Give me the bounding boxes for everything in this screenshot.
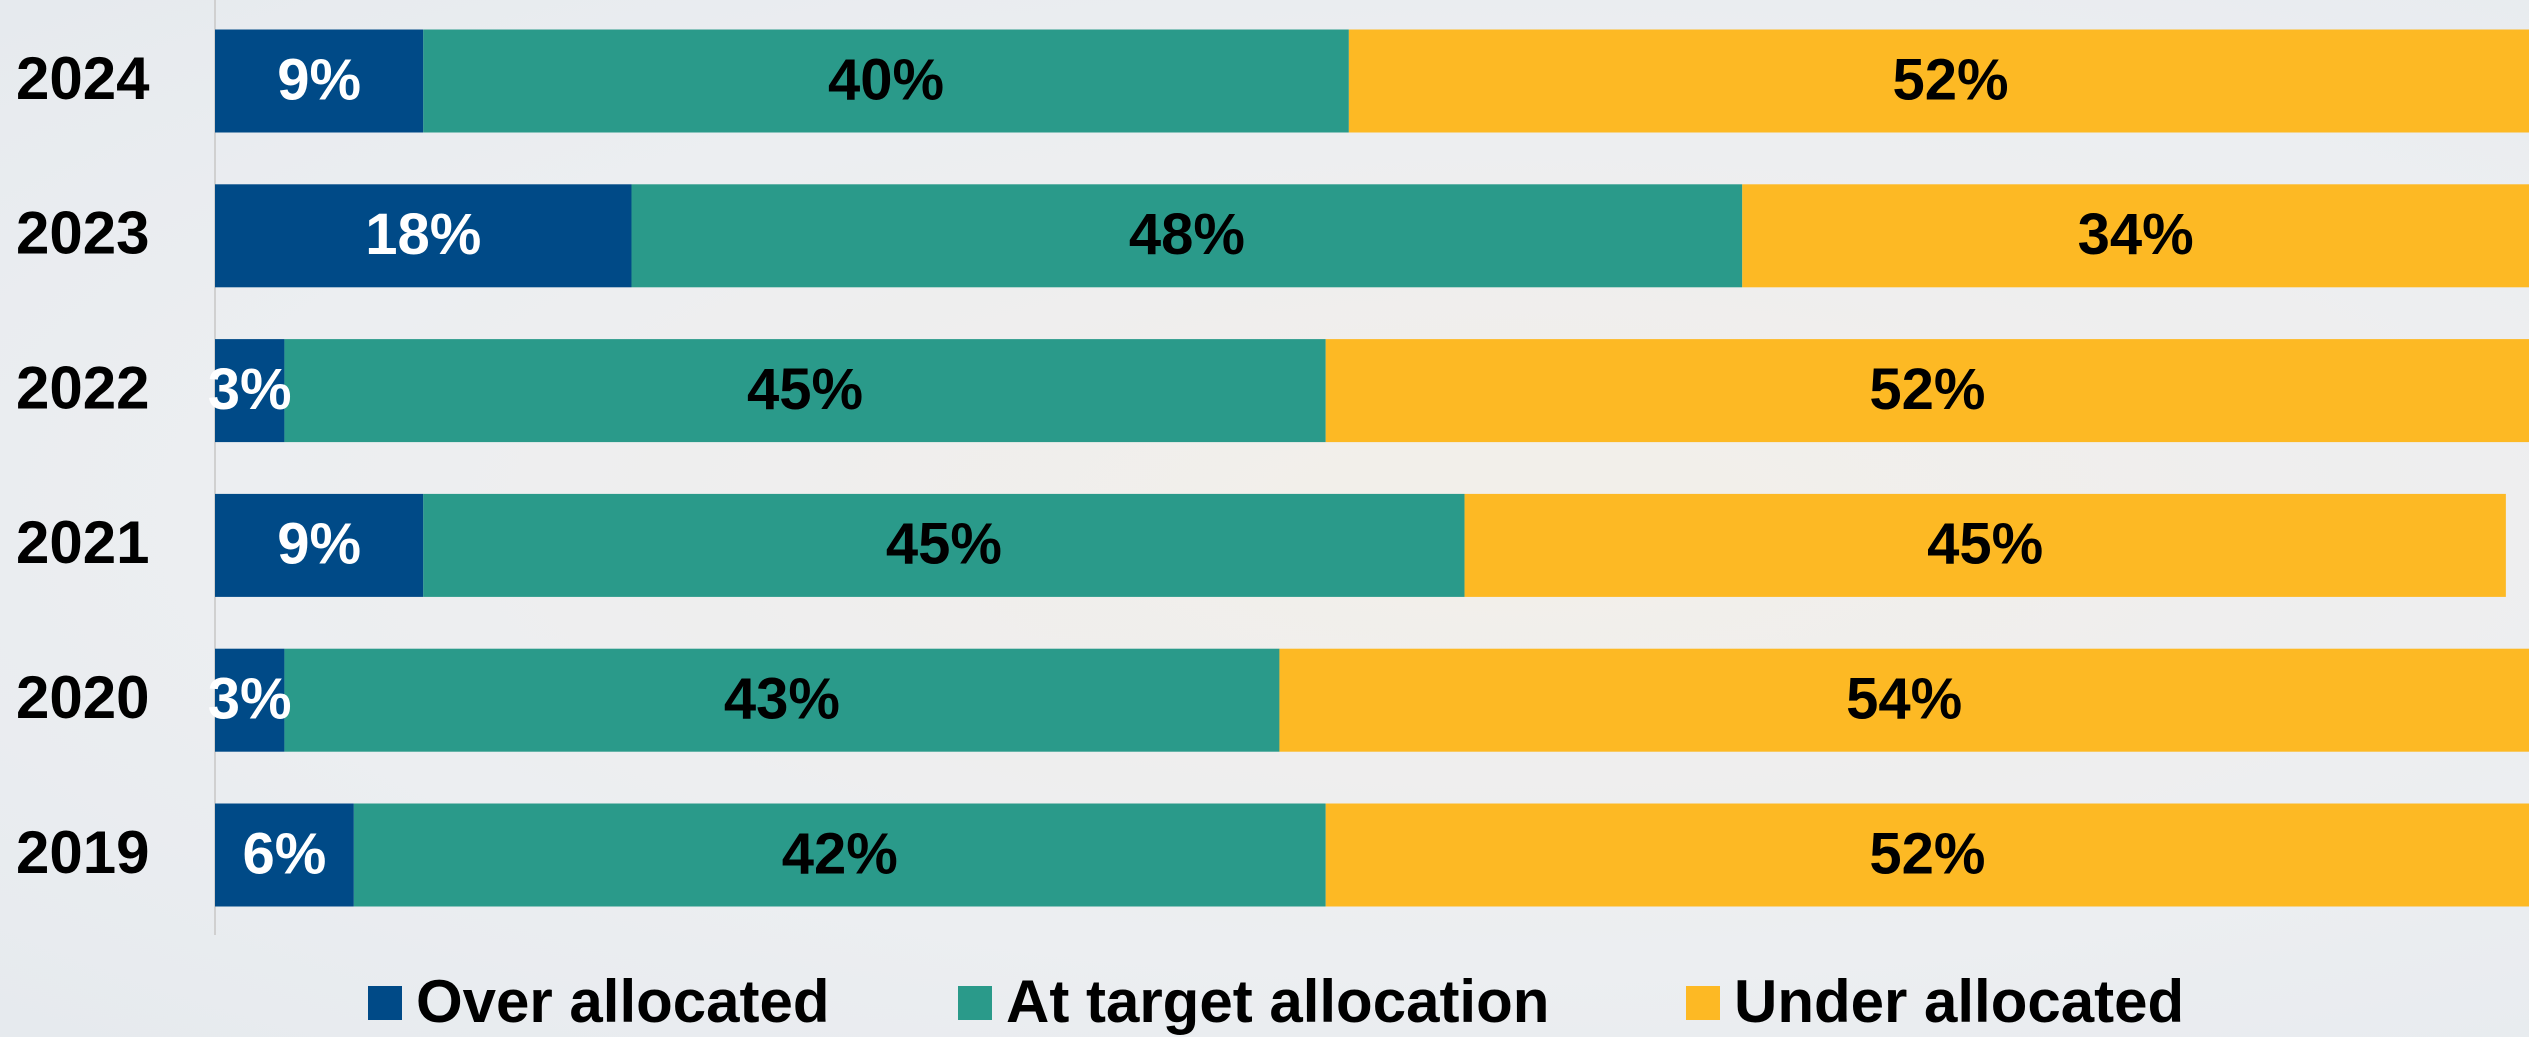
bar-segment [1279, 648, 2529, 752]
bar-segment [284, 648, 1280, 752]
data-label: 54% [1846, 667, 1962, 732]
bar-segment [423, 493, 1465, 597]
bar-segment [1325, 803, 2529, 907]
bar-segment [1348, 29, 2529, 133]
bar-segment [215, 493, 424, 597]
bar-segment [631, 184, 1743, 288]
legend-label: Under allocated [1734, 968, 2184, 1035]
bar-segment [284, 339, 1326, 443]
data-label: 52% [1892, 47, 2008, 112]
y-tick-label: 2022 [16, 354, 149, 421]
bar-segment [1742, 184, 2529, 288]
y-tick-label: 2020 [16, 664, 149, 731]
data-label: 52% [1869, 821, 1985, 886]
data-label: 6% [243, 821, 327, 886]
y-tick-label: 2024 [16, 45, 150, 112]
legend-swatch [368, 986, 402, 1020]
bar-segment [215, 184, 632, 288]
data-label: 45% [747, 357, 863, 422]
bar-segment [215, 648, 285, 752]
y-tick-label: 2019 [16, 819, 149, 886]
data-label: 3% [208, 667, 292, 732]
bar-segment [353, 803, 1326, 907]
bar-segment [1464, 493, 2506, 597]
bar-segment [215, 803, 354, 907]
data-label: 9% [277, 512, 361, 577]
legend-swatch [1686, 986, 1720, 1020]
bar-segment [1325, 339, 2529, 443]
data-label: 18% [365, 202, 481, 267]
bar-segment [215, 29, 424, 133]
data-label: 9% [277, 47, 361, 112]
bar-segment [215, 339, 285, 443]
data-label: 43% [724, 667, 840, 732]
data-label: 52% [1869, 357, 1985, 422]
legend-swatch [958, 986, 992, 1020]
y-tick-label: 2023 [16, 200, 149, 267]
data-label: 3% [208, 357, 292, 422]
bar-segment [423, 29, 1349, 133]
y-tick-label: 2021 [16, 509, 149, 576]
data-label: 45% [1927, 512, 2043, 577]
data-label: 42% [782, 821, 898, 886]
data-label: 40% [828, 47, 944, 112]
data-label: 45% [886, 512, 1002, 577]
legend-label: At target allocation [1006, 968, 1549, 1035]
legend-label: Over allocated [416, 968, 830, 1035]
data-label: 48% [1129, 202, 1245, 267]
data-label: 34% [2078, 202, 2194, 267]
